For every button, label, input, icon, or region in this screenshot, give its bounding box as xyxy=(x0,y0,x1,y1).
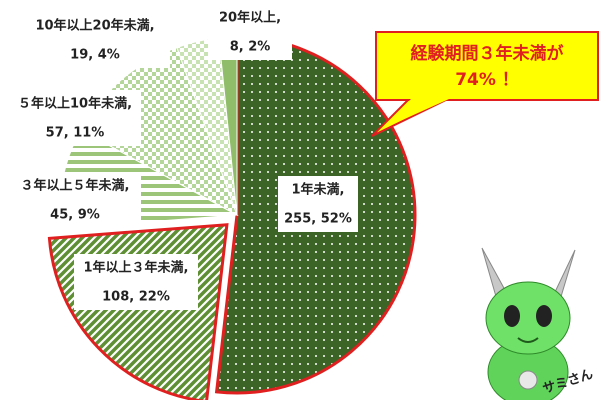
category-label: 1年以上３年未満, xyxy=(84,260,189,276)
category-label: 10年以上20年未満, xyxy=(35,18,154,34)
value-label: 8, 2% xyxy=(230,40,271,55)
slice xyxy=(49,225,226,400)
badge xyxy=(519,371,537,389)
value-label: 45, 9% xyxy=(50,208,100,223)
callout-text: 経験期間３年未満が xyxy=(411,43,564,64)
head xyxy=(486,282,570,354)
value-label: 19, 4% xyxy=(70,48,120,63)
category-label: ３年以上５年未満, xyxy=(21,178,130,194)
chart: 1年未満, 255, 52% 1年以上３年未満, 108, 22% ３年以上５年未満, 4… xyxy=(0,0,606,400)
category-label: 1年未満, xyxy=(292,182,345,198)
eye xyxy=(504,305,520,327)
value-label: 255, 52% xyxy=(284,212,352,227)
category-label: 20年以上, xyxy=(219,10,281,26)
category-label: ５年以上10年未満, xyxy=(18,96,132,112)
value-label: 108, 22% xyxy=(102,290,170,305)
eye xyxy=(536,305,552,327)
mascot: サミさん xyxy=(482,248,595,400)
callout: 経験期間３年未満が 74% ！ xyxy=(372,32,598,136)
value-label: 57, 11% xyxy=(46,126,105,141)
callout-text: 74% ！ xyxy=(455,70,519,90)
